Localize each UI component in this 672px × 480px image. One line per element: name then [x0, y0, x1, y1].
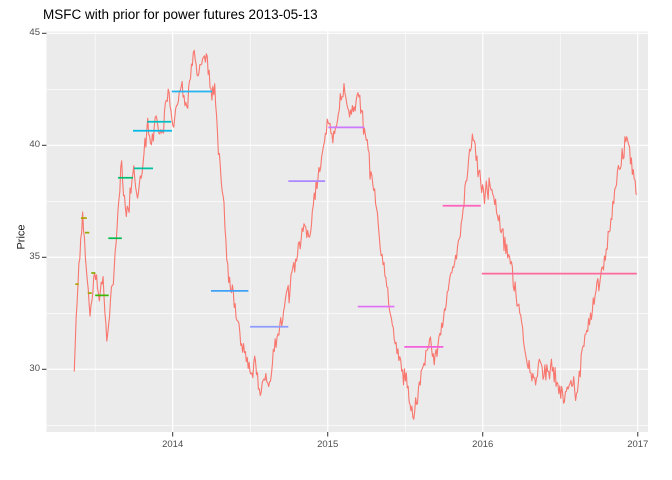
y-tick-label: 40 [29, 139, 40, 151]
y-axis-title: Price [15, 224, 28, 250]
price-line [73, 49, 638, 420]
x-tick-label: 2014 [162, 439, 184, 450]
x-tick-label: 2017 [627, 439, 649, 450]
y-tick-label: 30 [29, 363, 40, 375]
chart-title: MSFC with prior for power futures 2013-0… [43, 7, 318, 22]
y-tick-label: 45 [29, 27, 40, 39]
y-tick-label: 35 [29, 251, 40, 263]
panel-background [46, 31, 648, 432]
x-tick-label: 2016 [472, 439, 494, 450]
x-tick-label: 2015 [317, 439, 339, 450]
